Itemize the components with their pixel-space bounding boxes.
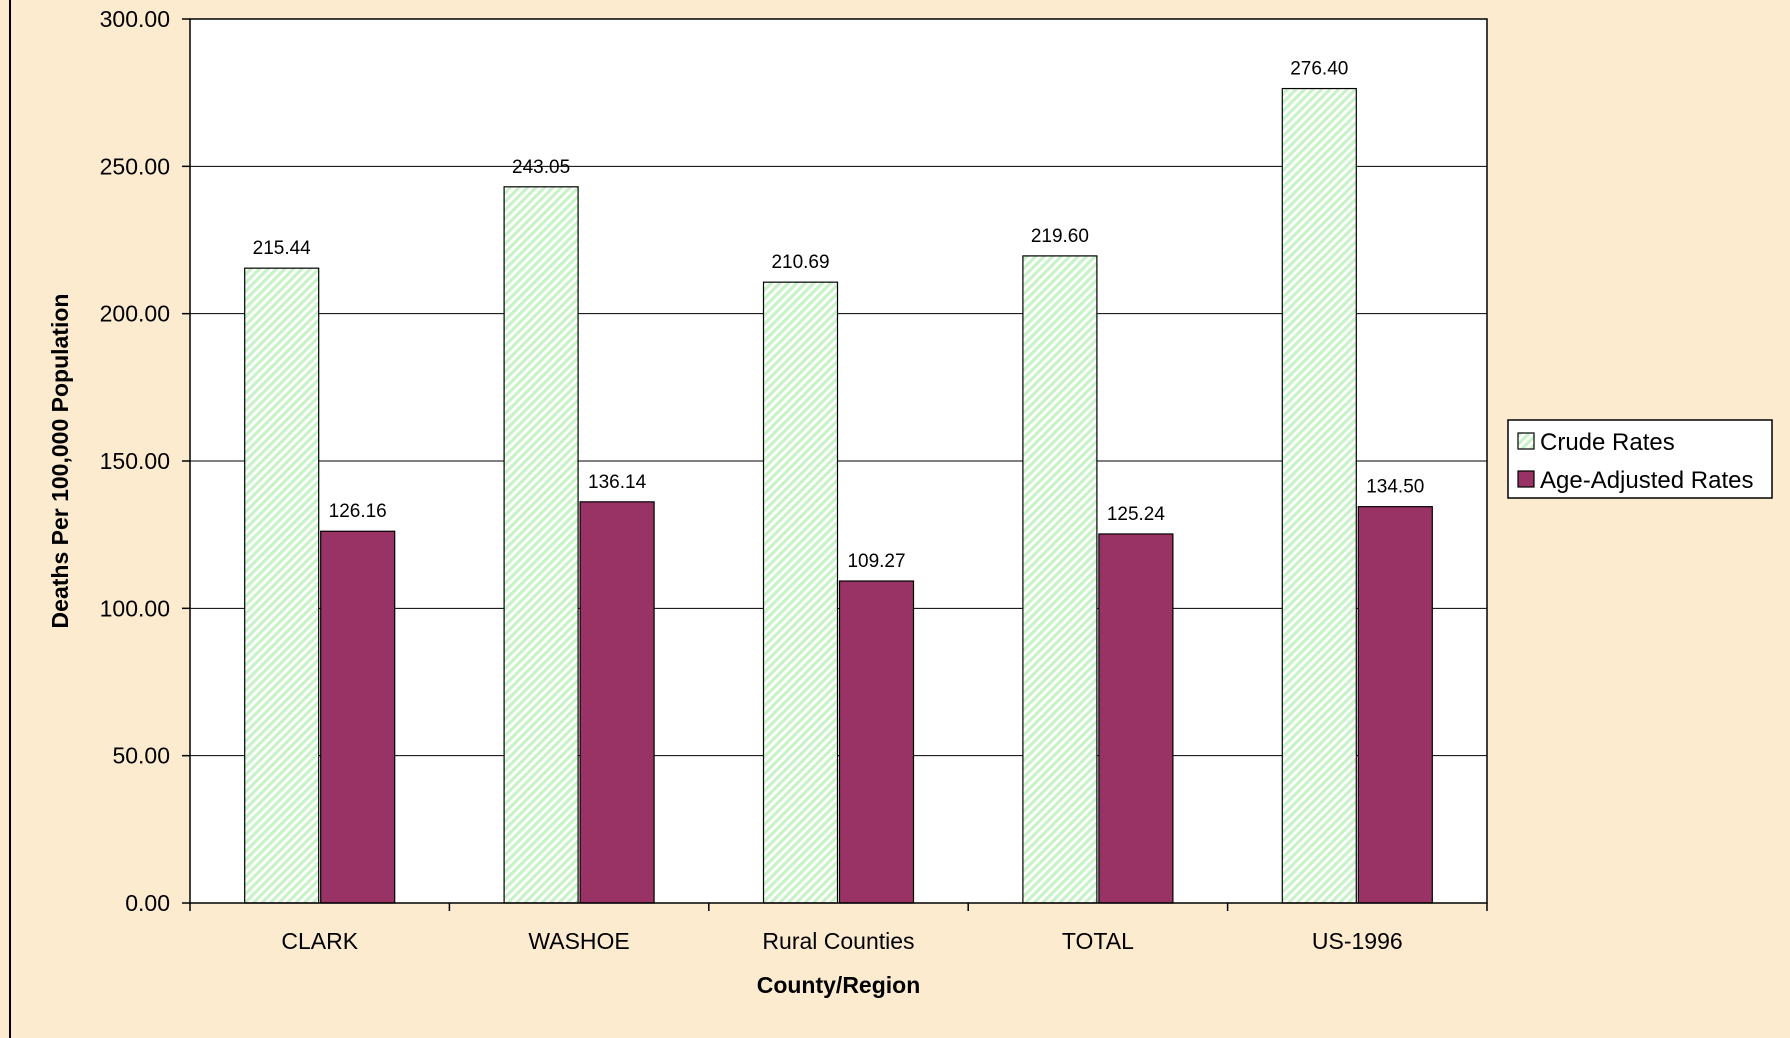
data-label: 126.16 [329, 501, 387, 522]
category-label: TOTAL [1062, 928, 1134, 954]
legend-swatch-crude [1518, 433, 1534, 449]
legend: Crude Rates Age-Adjusted Rates [1508, 420, 1772, 498]
x-tick-labels: CLARK WASHOE Rural Counties TOTAL US-1996 [281, 928, 1402, 954]
category-label: WASHOE [528, 928, 629, 954]
bar-crude-0 [245, 268, 319, 903]
legend-label: Age-Adjusted Rates [1540, 467, 1753, 494]
data-label: 215.44 [253, 238, 312, 259]
bar-crude-4 [1282, 89, 1356, 903]
data-label: 136.14 [588, 472, 647, 493]
category-label: CLARK [281, 928, 358, 954]
data-label: 134.50 [1366, 477, 1424, 498]
bar-age-adjusted-1 [580, 502, 654, 903]
bar-age-adjusted-2 [840, 581, 914, 903]
y-tick-label: 200.00 [100, 301, 170, 327]
x-axis-title: County/Region [757, 972, 921, 998]
y-tick-label: 0.00 [125, 890, 170, 916]
data-label: 109.27 [847, 551, 905, 572]
legend-label: Crude Rates [1540, 429, 1675, 456]
bar-age-adjusted-3 [1099, 534, 1173, 903]
y-tick-label: 300.00 [100, 6, 170, 32]
y-tick-labels: 0.00 50.00 100.00 150.00 200.00 250.00 300.00 [100, 6, 170, 916]
data-label: 243.05 [512, 157, 570, 178]
bar-age-adjusted-0 [321, 531, 395, 903]
y-axis-title: Deaths Per 100,000 Population [47, 294, 73, 629]
data-label: 125.24 [1107, 504, 1166, 525]
data-label: 276.40 [1290, 59, 1348, 80]
bar-crude-3 [1023, 256, 1097, 903]
category-label: US-1996 [1312, 928, 1403, 954]
data-label: 210.69 [771, 252, 829, 273]
bar-crude-1 [504, 187, 578, 903]
y-tick-label: 250.00 [100, 153, 170, 179]
category-label: Rural Counties [762, 928, 914, 954]
y-tick-label: 150.00 [100, 448, 170, 474]
legend-swatch-age-adjusted [1518, 471, 1534, 487]
data-label: 219.60 [1031, 226, 1089, 247]
bar-crude-2 [764, 282, 838, 903]
bar-age-adjusted-4 [1358, 507, 1432, 903]
y-tick-label: 100.00 [100, 595, 170, 621]
y-tick-label: 50.00 [112, 743, 170, 769]
